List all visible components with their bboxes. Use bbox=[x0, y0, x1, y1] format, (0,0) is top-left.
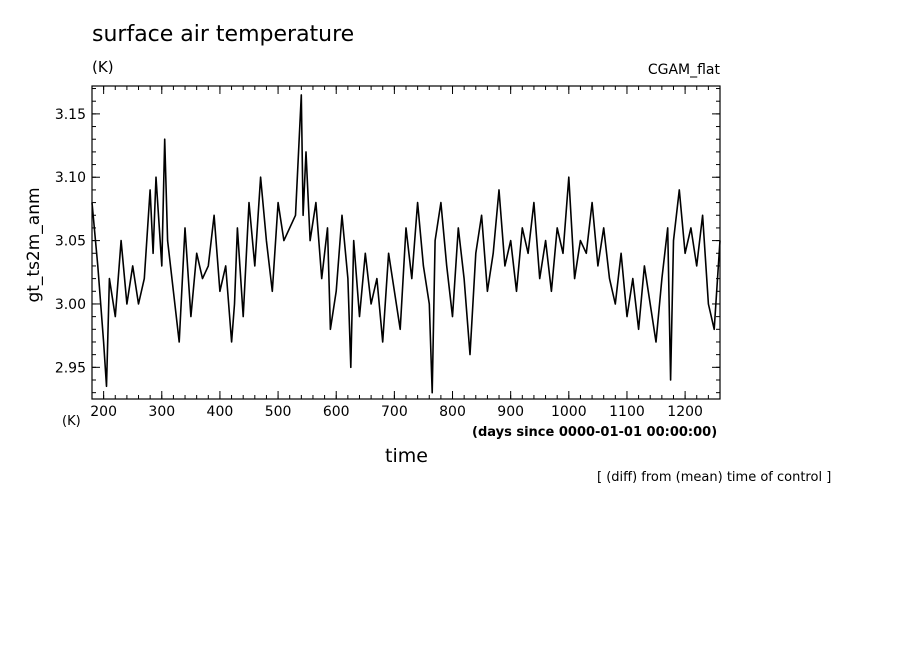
x-tick-label: 800 bbox=[439, 404, 466, 420]
run-label: CGAM_flat bbox=[647, 62, 720, 78]
x-tick-label: 300 bbox=[148, 404, 175, 420]
axis-tick-labels: 200 300 400 500 600 700 800 900 1000 1100 1200 2.95… bbox=[55, 107, 703, 420]
chart-units: (K) bbox=[92, 58, 114, 76]
x-tick-label: 600 bbox=[323, 404, 350, 420]
y-tick-label: 3.05 bbox=[55, 234, 86, 250]
diff-note: [ (diff) from (mean) time of control ] bbox=[597, 470, 832, 485]
chart-title: surface air temperature bbox=[92, 22, 355, 47]
y-axis-label: gt_ts2m_anm bbox=[24, 187, 44, 303]
x-tick-label: 1200 bbox=[667, 404, 703, 420]
y-tick-label: 3.00 bbox=[55, 297, 86, 313]
axis-ticks bbox=[91, 86, 721, 399]
x-tick-label: 1000 bbox=[551, 404, 587, 420]
y-axis-units: (K) bbox=[62, 414, 81, 429]
x-tick-label: 200 bbox=[90, 404, 117, 420]
x-tick-label: 900 bbox=[497, 404, 524, 420]
x-tick-label: 400 bbox=[207, 404, 234, 420]
y-tick-label: 2.95 bbox=[55, 360, 86, 376]
x-tick-label: 700 bbox=[381, 404, 408, 420]
x-tick-label: 500 bbox=[265, 404, 292, 420]
series-line bbox=[91, 94, 721, 394]
x-axis-units: (days since 0000-01-01 00:00:00) bbox=[472, 425, 718, 440]
y-tick-label: 3.15 bbox=[55, 107, 86, 123]
x-tick-label: 1100 bbox=[609, 404, 645, 420]
x-axis-label: time bbox=[385, 445, 428, 467]
y-tick-label: 3.10 bbox=[55, 170, 86, 186]
